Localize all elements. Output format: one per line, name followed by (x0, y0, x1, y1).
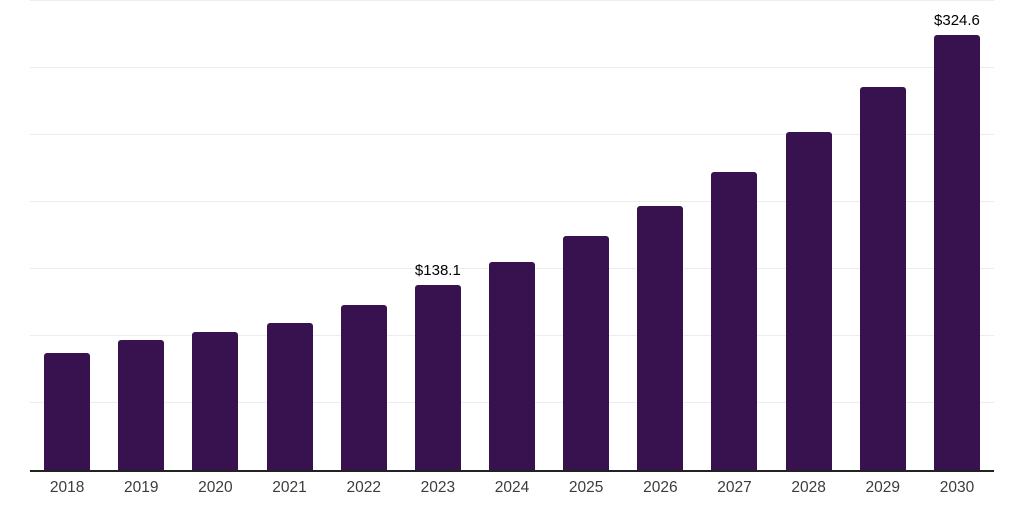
bar-slot-2022 (327, 1, 401, 470)
x-tick-label-2023: 2023 (420, 479, 456, 496)
x-tick-label-2028: 2028 (791, 479, 826, 496)
bar-2023 (414, 284, 461, 470)
x-tick-label-2027: 2027 (717, 479, 752, 496)
bar-2027 (711, 172, 758, 470)
bar-2025 (563, 236, 610, 470)
bar-slot-2030: $324.6 (920, 1, 994, 470)
bar-slot-2026 (623, 1, 697, 470)
bar-value-label-2023: $138.1 (414, 261, 461, 279)
bar-2029 (859, 87, 906, 470)
bar-slot-2029 (846, 1, 920, 470)
bar-2018 (44, 353, 91, 470)
bar-2028 (785, 132, 832, 470)
bar-value-label-2030: $324.6 (934, 12, 980, 30)
x-tick-label-2024: 2024 (494, 479, 530, 496)
bar-2026 (637, 206, 684, 470)
bar-2024 (489, 262, 536, 470)
x-tick-label-2030: 2030 (939, 479, 975, 496)
plot-area: $138.1 $324.6 (30, 0, 994, 472)
bar-slot-2023: $138.1 (401, 1, 475, 470)
bar-slot-2018 (30, 1, 104, 470)
bar-slot-2019 (104, 1, 178, 470)
x-tick-label-2026: 2026 (643, 479, 678, 496)
bar-slot-2024 (475, 1, 549, 470)
x-tick-label-2025: 2025 (568, 479, 604, 496)
bar-slot-2027 (697, 1, 771, 470)
bar-2030 (933, 35, 980, 470)
bar-2022 (340, 305, 387, 470)
bar-2019 (118, 340, 165, 470)
bar-2020 (192, 332, 239, 470)
bar-slot-2025 (549, 1, 623, 470)
x-tick-label-2022: 2022 (346, 479, 381, 496)
x-tick-label-2020: 2020 (198, 479, 233, 496)
bar-2021 (266, 323, 313, 470)
bar-slot-2020 (178, 1, 252, 470)
bars-layer: $138.1 $324.6 (30, 1, 994, 470)
x-tick-label-2018: 2018 (49, 479, 85, 496)
bar-slot-2028 (772, 1, 846, 470)
x-tick-label-2029: 2029 (865, 479, 901, 496)
x-tick-label-2021: 2021 (272, 479, 307, 496)
x-axis: 2018 2019 2020 2021 2022 2023 2024 2025 2026 2027… (30, 479, 994, 497)
bar-slot-2021 (252, 1, 326, 470)
x-tick-label-2019: 2019 (123, 479, 159, 496)
